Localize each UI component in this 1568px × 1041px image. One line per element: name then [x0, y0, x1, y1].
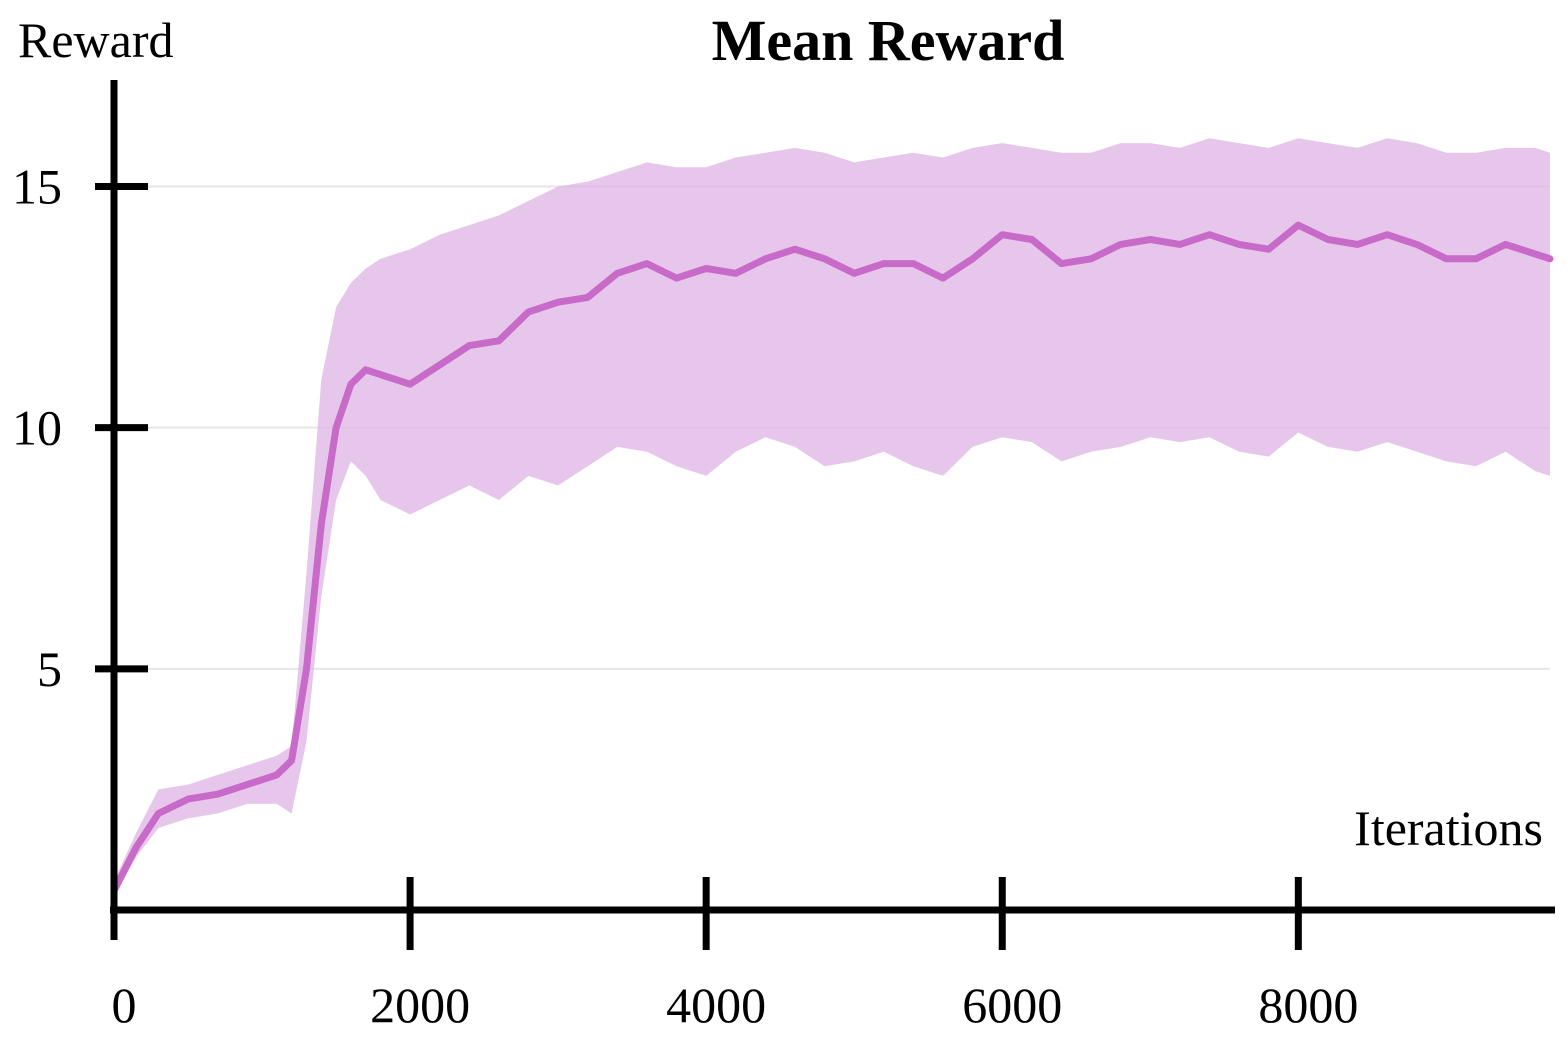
- y-axis-label: Reward: [18, 12, 174, 68]
- x-tick-label-0: 0: [112, 977, 137, 1033]
- mean-reward-line-0: [110, 221, 1554, 895]
- x-tick-label-8000: 8000: [1258, 977, 1358, 1033]
- x-tick-label-4000: 4000: [666, 977, 766, 1033]
- y-tick-label-15: 15: [12, 158, 62, 214]
- y-tick-label-10: 10: [12, 400, 62, 456]
- variance-band-0: [114, 138, 1550, 896]
- mean-line-layer: [110, 221, 1554, 895]
- x-axis-label: Iterations: [1354, 800, 1543, 856]
- x-tick-label-2000: 2000: [370, 977, 470, 1033]
- axis-ticks: 5 10 15 0 2000 4000 6000 8000: [12, 158, 1358, 1033]
- y-tick-label-5: 5: [37, 641, 62, 697]
- variance-band-layer: [114, 138, 1550, 896]
- chart-title: Mean Reward: [712, 8, 1065, 73]
- x-tick-label-6000: 6000: [962, 977, 1062, 1033]
